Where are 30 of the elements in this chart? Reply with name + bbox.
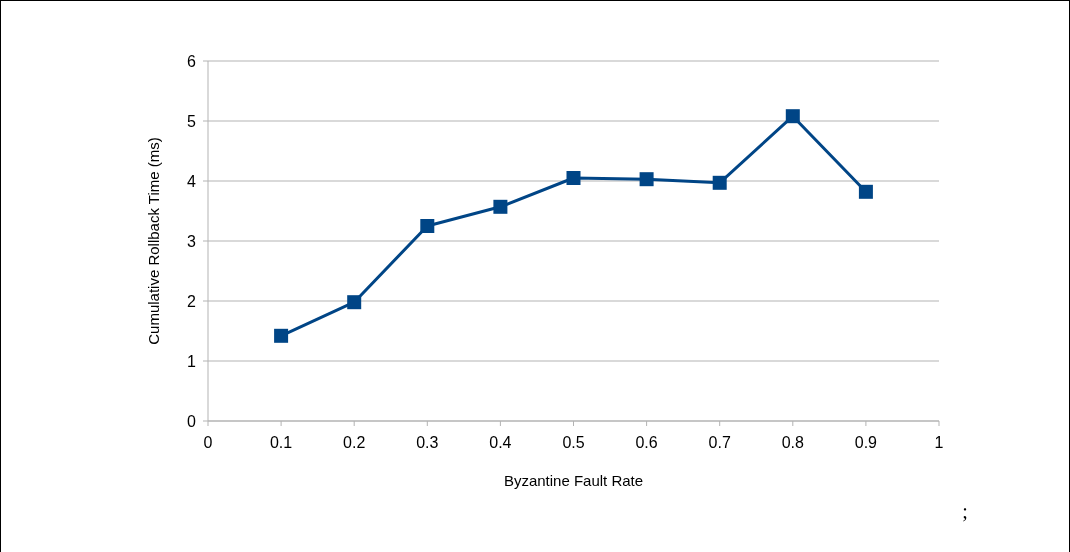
y-tick-label: 1: [187, 352, 197, 370]
y-tick-label: 6: [187, 52, 197, 70]
point: [347, 295, 362, 310]
point: [420, 219, 435, 233]
point: [785, 109, 800, 124]
y-axis-title: Cumulative Rollback Time (ms): [145, 137, 162, 345]
x-axis-title: Byzantine Fault Rate: [503, 472, 644, 489]
y-tick-label: 5: [187, 112, 197, 130]
point: [639, 172, 654, 187]
x-tick-label: 0.2: [343, 434, 366, 451]
x-tick-label: 0.5: [562, 434, 585, 451]
x-tick-label: 0.3: [416, 434, 439, 451]
x-tick-label: 0: [203, 434, 213, 451]
y-tick-label: 0: [187, 412, 197, 430]
x-tick-label: 0.4: [489, 434, 512, 451]
x-tick-label: 0.6: [635, 434, 658, 451]
point: [712, 175, 727, 190]
point: [566, 171, 581, 185]
x-tick-label: 0.9: [854, 434, 878, 451]
point: [274, 328, 289, 343]
x-tick-label: 0.7: [708, 434, 731, 451]
point: [858, 184, 873, 199]
x-tick-label: 0.8: [781, 434, 805, 451]
y-tick-label: 4: [187, 172, 197, 190]
y-tick-label: 3: [187, 232, 197, 250]
x-tick-label: 0.1: [269, 434, 293, 451]
point: [493, 199, 508, 214]
y-tick-label: 2: [187, 292, 197, 310]
text: ;: [962, 500, 968, 522]
x-tick-label: 1: [934, 434, 944, 451]
